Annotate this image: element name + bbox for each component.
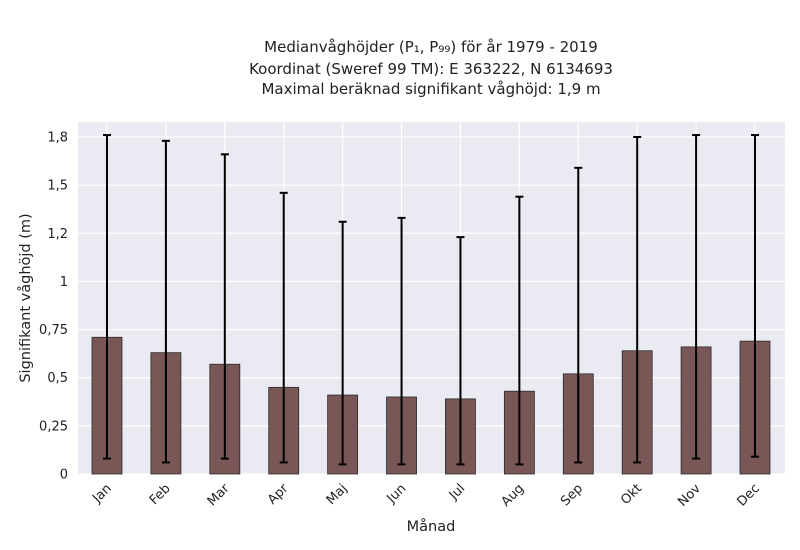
x-axis-ticks: Jan Feb Mar Apr Maj Jun Jul Aug Sep Okt Nov Dec — [89, 481, 762, 510]
plot-area — [78, 122, 785, 474]
y-tick-label: 0 — [60, 468, 68, 483]
x-tick-label: Feb — [147, 481, 174, 508]
y-axis-label: Signifikant våghöjd (m) — [17, 213, 34, 382]
error-bars — [103, 134, 759, 466]
y-tick-label: 0,25 — [39, 419, 68, 434]
error-bar-jun — [397, 216, 406, 466]
error-bar-sep — [574, 166, 583, 464]
x-tick-label: Sep — [558, 481, 586, 509]
x-tick-label: Jun — [384, 481, 410, 507]
error-bar-apr — [279, 191, 288, 464]
error-bar-aug — [515, 195, 524, 466]
x-tick-label: Mar — [205, 481, 233, 509]
y-axis-ticks: 0 0,25 0,5 0,75 1 1,2 1,5 1,8 — [39, 131, 68, 483]
error-bar-jul — [456, 236, 465, 466]
y-tick-label: 1 — [60, 275, 68, 290]
error-bar-nov — [692, 134, 701, 460]
y-tick-label: 1,8 — [47, 131, 68, 146]
x-tick-label: Apr — [265, 481, 292, 508]
x-tick-label: Jan — [89, 481, 114, 506]
error-bar-feb — [161, 139, 170, 464]
x-tick-label: Okt — [618, 481, 645, 508]
chart-title: Medianvåghöjder (P₁, P₉₉) för år 1979 - … — [249, 38, 613, 98]
y-tick-label: 1,2 — [47, 227, 68, 242]
title-line-2: Koordinat (Sweref 99 TM): E 363222, N 61… — [249, 60, 613, 78]
error-bar-jan — [103, 134, 111, 460]
y-tick-label: 1,5 — [47, 179, 68, 194]
error-bar-mar — [220, 153, 229, 460]
error-bar-dec — [751, 134, 759, 458]
title-line-3: Maximal beräknad signifikant våghöjd: 1,… — [261, 80, 600, 98]
x-tick-label: Maj — [324, 481, 351, 508]
error-bar-okt — [633, 136, 642, 464]
y-tick-label: 0,5 — [47, 371, 68, 386]
y-tick-label: 0,75 — [39, 323, 68, 338]
x-tick-label: Dec — [734, 481, 762, 509]
title-line-1: Medianvåghöjder (P₁, P₉₉) för år 1979 - … — [264, 38, 598, 56]
x-tick-label: Jul — [446, 481, 468, 503]
x-tick-label: Nov — [675, 481, 704, 510]
x-axis-label: Månad — [407, 518, 456, 535]
error-bar-maj — [338, 220, 347, 466]
x-tick-label: Aug — [499, 481, 528, 510]
